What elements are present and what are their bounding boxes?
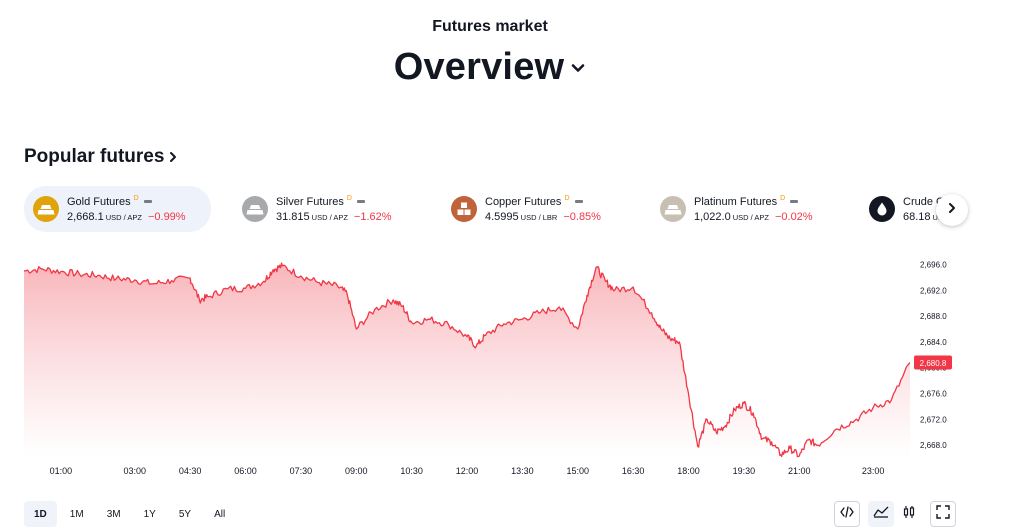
range-1y-button[interactable]: 1Y bbox=[143, 508, 156, 520]
x-tick-label: 10:30 bbox=[400, 466, 423, 476]
delayed-badge: D bbox=[346, 195, 352, 202]
x-tick-label: 23:00 bbox=[862, 466, 885, 476]
platinum-bars-icon bbox=[660, 196, 686, 222]
delayed-badge: D bbox=[564, 195, 570, 202]
chevron-right-icon bbox=[947, 201, 957, 219]
card-price: 31.815 bbox=[276, 210, 310, 223]
card-change: −0.99% bbox=[147, 210, 186, 223]
y-tick-label: 2,672.0 bbox=[920, 415, 947, 424]
card-name: Crude O bbox=[903, 195, 944, 208]
price-chart[interactable]: 2,696.02,692.02,688.02,684.02,680.02,676… bbox=[0, 248, 1000, 483]
card-price: 68.18 bbox=[903, 210, 931, 223]
fullscreen-button[interactable] bbox=[930, 501, 956, 527]
delayed-badge: D bbox=[780, 195, 786, 202]
area-chart-icon bbox=[873, 505, 889, 523]
copper-blocks-icon bbox=[451, 196, 477, 222]
card-price: 2,668.1 bbox=[67, 210, 104, 223]
card-unit: USD / APZ bbox=[732, 212, 769, 222]
carousel-next-button[interactable] bbox=[936, 194, 968, 226]
price-area-fill bbox=[24, 263, 910, 458]
embed-code-button[interactable] bbox=[834, 501, 860, 527]
range-5y-button[interactable]: 5Y bbox=[178, 508, 192, 520]
candles-button[interactable] bbox=[896, 501, 922, 527]
card-change: −0.85% bbox=[563, 210, 601, 223]
y-tick-label: 2,696.0 bbox=[920, 261, 947, 270]
y-tick-label: 2,668.0 bbox=[920, 441, 947, 450]
silver-bars-icon bbox=[242, 196, 268, 222]
card-silver-futures[interactable]: Silver Futures D 31.815 USD / APZ −1.62% bbox=[233, 186, 420, 232]
range-selector: 1D 1M 3M 1Y 5Y All bbox=[24, 501, 238, 527]
card-unit: USD / APZ bbox=[105, 212, 142, 222]
x-tick-label: 09:00 bbox=[345, 466, 368, 476]
card-name: Copper Futures bbox=[485, 195, 562, 208]
card-platinum-futures[interactable]: Platinum Futures D 1,022.0 USD / APZ −0.02% bbox=[651, 186, 838, 232]
overview-dropdown[interactable]: Overview bbox=[394, 46, 587, 89]
card-unit: USD / LBR bbox=[520, 212, 558, 222]
candles-icon bbox=[902, 505, 916, 524]
card-price: 4.5995 bbox=[485, 210, 519, 223]
x-tick-label: 18:00 bbox=[677, 466, 700, 476]
page-title: Overview bbox=[393, 46, 565, 88]
x-tick-label: 06:00 bbox=[234, 466, 257, 476]
card-change: −0.02% bbox=[774, 210, 813, 223]
market-closed-icon bbox=[790, 200, 799, 203]
gold-bars-icon bbox=[33, 196, 59, 222]
fullscreen-icon bbox=[936, 504, 950, 524]
popular-futures-link[interactable]: Popular futures bbox=[24, 146, 178, 168]
card-crude-oil-futures[interactable]: Crude O 68.18US bbox=[860, 186, 944, 232]
market-closed-icon bbox=[356, 200, 365, 203]
chevron-down-icon bbox=[570, 60, 586, 76]
range-1m-button[interactable]: 1M bbox=[69, 508, 84, 520]
futures-carousel: Gold Futures D 2,668.1 USD / APZ −0.99% Sil… bbox=[24, 186, 944, 232]
x-tick-label: 01:00 bbox=[50, 466, 73, 476]
card-gold-futures[interactable]: Gold Futures D 2,668.1 USD / APZ −0.99% bbox=[24, 186, 211, 232]
card-price: 1,022.0 bbox=[694, 210, 731, 223]
y-tick-label: 2,692.0 bbox=[920, 286, 947, 295]
x-tick-label: 19:30 bbox=[733, 466, 756, 476]
card-change: −1.62% bbox=[353, 210, 392, 223]
x-tick-label: 21:00 bbox=[788, 466, 811, 476]
range-all-button[interactable]: All bbox=[214, 508, 226, 520]
x-tick-label: 07:30 bbox=[290, 466, 313, 476]
x-tick-label: 03:00 bbox=[124, 466, 147, 476]
last-price-label: 2,680.8 bbox=[920, 359, 947, 368]
oil-drop-icon bbox=[869, 196, 895, 222]
chevron-right-icon bbox=[168, 150, 178, 164]
x-tick-label: 15:00 bbox=[567, 466, 590, 476]
range-1d-button[interactable]: 1D bbox=[24, 501, 57, 527]
y-tick-label: 2,676.0 bbox=[920, 390, 947, 399]
x-tick-label: 12:00 bbox=[456, 466, 479, 476]
card-name: Platinum Futures bbox=[694, 195, 778, 208]
y-tick-label: 2,684.0 bbox=[920, 338, 947, 347]
page-kicker: Futures market bbox=[432, 18, 548, 35]
section-title: Popular futures bbox=[24, 146, 165, 167]
x-tick-label: 13:30 bbox=[511, 466, 534, 476]
x-tick-label: 16:30 bbox=[622, 466, 645, 476]
page-header: Futures market Overview bbox=[0, 18, 980, 89]
price-line bbox=[23, 262, 911, 458]
card-unit: USD / APZ bbox=[311, 212, 348, 222]
last-price-badge bbox=[914, 355, 952, 370]
range-3m-button[interactable]: 3M bbox=[106, 508, 121, 520]
market-closed-icon bbox=[143, 200, 152, 203]
card-name: Gold Futures bbox=[67, 195, 131, 208]
card-name: Silver Futures bbox=[276, 195, 344, 208]
delayed-badge: D bbox=[133, 195, 139, 202]
area-chart-button[interactable] bbox=[868, 501, 894, 527]
market-closed-icon bbox=[574, 200, 583, 203]
embed-code-icon bbox=[840, 505, 854, 523]
y-tick-label: 2,688.0 bbox=[920, 312, 947, 321]
card-copper-futures[interactable]: Copper Futures D 4.5995 USD / LBR −0.85% bbox=[442, 186, 629, 232]
x-tick-label: 04:30 bbox=[179, 466, 202, 476]
